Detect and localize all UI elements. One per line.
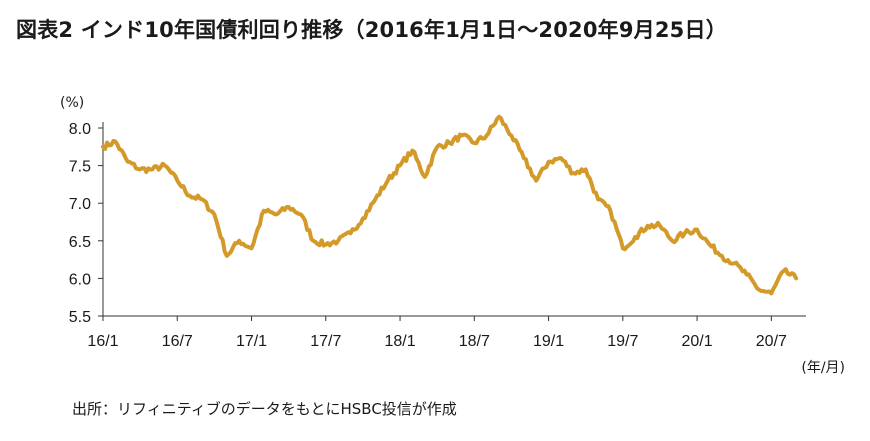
series-group <box>101 114 799 296</box>
x-axis-unit-label: (年/月) <box>801 360 845 376</box>
y-tick-label: 7.0 <box>69 196 91 213</box>
y-tick-label: 6.5 <box>69 234 91 251</box>
y-tick-label: 6.0 <box>69 271 91 288</box>
x-tick-label: 18/1 <box>384 333 415 350</box>
chart-axes <box>102 122 806 317</box>
chart-title: 図表2 インド10年国債利回り推移（2016年1月1日～2020年9月25日） <box>16 18 727 42</box>
y-tick-label: 8.0 <box>69 121 91 138</box>
x-tick-label: 20/7 <box>756 333 787 350</box>
x-tick-label: 17/7 <box>310 333 341 350</box>
y-axis-unit-label: (%) <box>60 95 84 111</box>
y-tick-label: 7.5 <box>69 159 91 176</box>
x-tick-label: 16/1 <box>87 333 118 350</box>
y-tick-label: 5.5 <box>69 309 91 326</box>
x-tick-label: 20/1 <box>682 333 713 350</box>
x-tick-label: 16/7 <box>162 333 193 350</box>
x-tick-label: 18/7 <box>459 333 490 350</box>
x-tick-label: 19/7 <box>607 333 638 350</box>
x-tick-label: 17/1 <box>236 333 267 350</box>
series-line <box>101 114 799 296</box>
y-tick-labels: 8.0 7.5 7.0 6.5 6.0 5.5 <box>69 121 103 326</box>
source-note: 出所：リフィニティブのデータをもとにHSBC投信が作成 <box>72 400 457 418</box>
x-tick-label: 19/1 <box>533 333 564 350</box>
x-tick-labels: 16/1 16/7 17/1 17/7 18/1 18/7 19/1 19/7 20/1 20/7 <box>87 316 787 350</box>
